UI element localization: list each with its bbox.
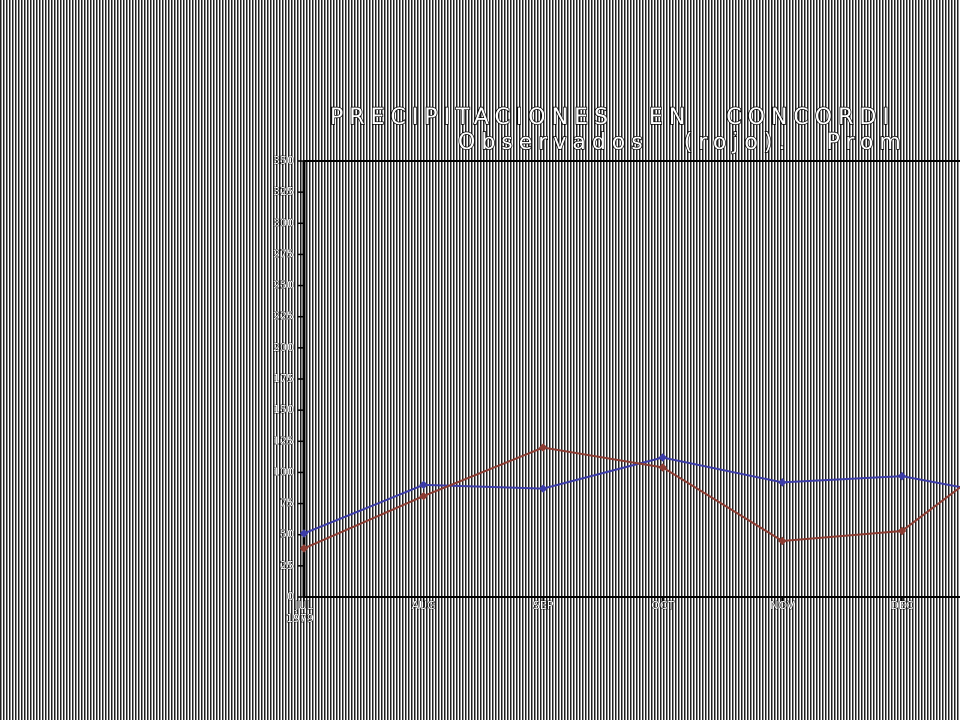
data-point [897,471,907,481]
data-point [658,463,668,472]
data-point [419,480,428,490]
data-point [778,536,787,546]
y-tick-label: 200 [273,341,294,354]
y-tick-label: 0 [287,590,294,603]
x-tick-label: OCT [651,599,674,612]
y-tick-label: 275 [273,247,294,260]
data-point [419,491,428,501]
data-point [538,484,548,493]
y-tick-label: 25 [280,559,294,572]
y-tick-label: 225 [273,310,294,323]
y-tick-label: 125 [273,434,294,447]
data-point [658,453,668,462]
data-point [897,526,907,536]
y-tick-label: 300 [273,216,294,229]
x-annotation: 1979 [286,612,314,625]
y-tick-label: 175 [273,372,294,385]
y-tick-label: 100 [273,465,294,478]
x-tick-label: NOV [770,599,795,612]
y-tick-label: 350 [273,154,294,167]
x-tick-label: DEC [890,599,913,612]
chart-title: PRECIPITACIONES EN CONCORDI [330,105,895,130]
data-point [778,478,787,487]
x-tick-label: JUL [294,599,313,612]
x-tick-label: AUG [412,599,436,612]
data-point [538,443,548,452]
y-tick-label: 150 [273,403,294,416]
y-tick-label: 325 [273,185,294,198]
data-point [299,544,309,553]
x-tick-label: SEP [533,599,554,612]
chart-subtitle: Observados (rojo). Prom [458,130,907,155]
data-point [299,529,309,538]
y-tick-label: 250 [273,279,294,292]
y-tick-label: 75 [280,497,294,510]
y-tick-label: 50 [280,528,294,541]
